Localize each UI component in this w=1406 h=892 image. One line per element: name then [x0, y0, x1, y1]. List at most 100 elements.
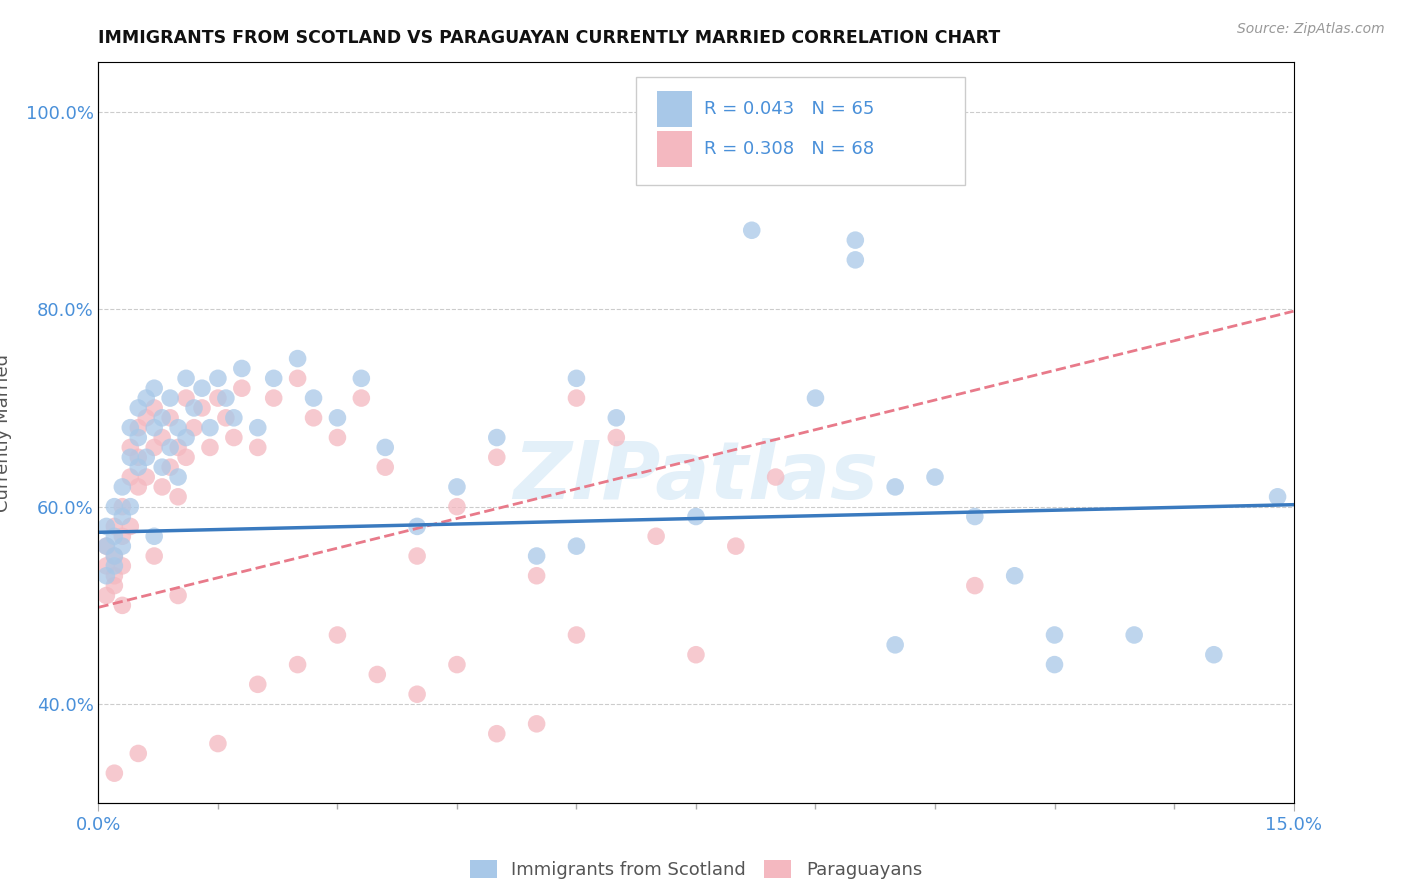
Text: Source: ZipAtlas.com: Source: ZipAtlas.com — [1237, 22, 1385, 37]
Point — [96, 539, 118, 553]
Point — [120, 470, 142, 484]
Point — [406, 549, 429, 563]
Point — [174, 391, 197, 405]
Point — [159, 391, 181, 405]
Point — [150, 480, 173, 494]
Point — [207, 371, 229, 385]
Point — [174, 450, 197, 465]
Point — [207, 737, 229, 751]
Point — [96, 519, 118, 533]
Point — [231, 381, 253, 395]
Point — [103, 558, 125, 573]
Point — [287, 371, 309, 385]
Point — [143, 549, 166, 563]
Point — [143, 441, 166, 455]
Point — [263, 391, 285, 405]
Point — [246, 420, 269, 434]
Point — [565, 391, 588, 405]
Point — [222, 431, 245, 445]
Point — [120, 519, 142, 533]
Point — [215, 410, 238, 425]
Point — [103, 579, 125, 593]
Point — [150, 460, 173, 475]
Point — [135, 391, 157, 405]
Point — [302, 410, 325, 425]
Point — [1043, 628, 1066, 642]
Point — [884, 480, 907, 494]
Point — [103, 500, 125, 514]
Point — [103, 519, 125, 533]
Point — [565, 628, 588, 642]
Point — [191, 381, 214, 395]
Point — [526, 568, 548, 582]
Point — [207, 391, 229, 405]
Point — [111, 509, 134, 524]
Bar — [657, 131, 692, 167]
Point — [143, 401, 166, 415]
Point — [120, 441, 142, 455]
Point — [198, 441, 221, 455]
Point — [96, 568, 118, 582]
Point — [167, 490, 190, 504]
Point — [605, 431, 627, 445]
Point — [103, 766, 125, 780]
Point — [103, 568, 125, 582]
Point — [287, 351, 309, 366]
Point — [446, 480, 468, 494]
Point — [103, 549, 125, 563]
Point — [120, 450, 142, 465]
Point — [103, 529, 125, 543]
Point — [565, 371, 588, 385]
Text: R = 0.043   N = 65: R = 0.043 N = 65 — [704, 100, 875, 118]
Point — [143, 529, 166, 543]
Point — [231, 361, 253, 376]
Point — [111, 558, 134, 573]
Point — [167, 589, 190, 603]
FancyBboxPatch shape — [637, 78, 965, 185]
Point — [884, 638, 907, 652]
Text: IMMIGRANTS FROM SCOTLAND VS PARAGUAYAN CURRENTLY MARRIED CORRELATION CHART: IMMIGRANTS FROM SCOTLAND VS PARAGUAYAN C… — [98, 29, 1001, 47]
Point — [111, 500, 134, 514]
Point — [174, 371, 197, 385]
Point — [222, 410, 245, 425]
Point — [159, 441, 181, 455]
Point — [406, 519, 429, 533]
Point — [741, 223, 763, 237]
Point — [326, 410, 349, 425]
Point — [685, 648, 707, 662]
Point — [183, 401, 205, 415]
Point — [446, 657, 468, 672]
Point — [1202, 648, 1225, 662]
Point — [150, 410, 173, 425]
Point — [1123, 628, 1146, 642]
Point — [406, 687, 429, 701]
Point — [159, 410, 181, 425]
Point — [263, 371, 285, 385]
Point — [127, 401, 149, 415]
Point — [198, 420, 221, 434]
Point — [685, 509, 707, 524]
Point — [724, 539, 747, 553]
Point — [127, 431, 149, 445]
Point — [485, 450, 508, 465]
Point — [963, 509, 986, 524]
Legend: Immigrants from Scotland, Paraguayans: Immigrants from Scotland, Paraguayans — [470, 860, 922, 879]
Point — [526, 549, 548, 563]
Point — [1004, 568, 1026, 582]
Point — [167, 470, 190, 484]
Point — [191, 401, 214, 415]
Point — [120, 500, 142, 514]
Point — [96, 558, 118, 573]
Point — [645, 529, 668, 543]
Point — [1043, 657, 1066, 672]
Point — [326, 431, 349, 445]
Point — [143, 381, 166, 395]
Point — [246, 677, 269, 691]
Point — [924, 470, 946, 484]
Point — [1267, 490, 1289, 504]
Bar — [657, 91, 692, 127]
Point — [167, 441, 190, 455]
Point — [111, 599, 134, 613]
Point — [302, 391, 325, 405]
Point — [127, 450, 149, 465]
